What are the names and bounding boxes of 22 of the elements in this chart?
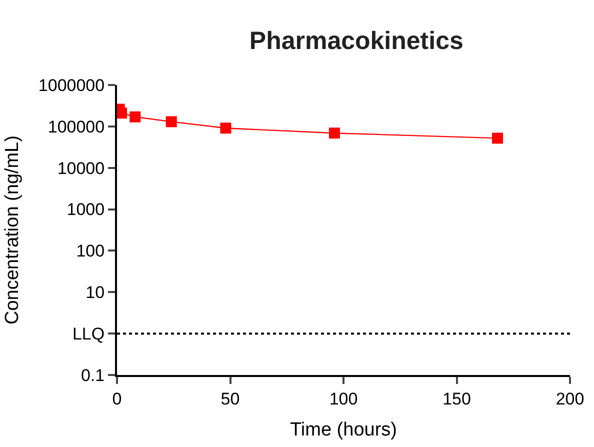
x-tick-label: 50 (220, 389, 240, 408)
y-tick-label: 1000 (66, 200, 105, 220)
x-tick-label: 200 (556, 389, 584, 408)
y-axis-title: Concentration (ng/mL) (2, 135, 23, 325)
y-tick-label: 100 (76, 242, 105, 261)
x-tick-label: 100 (329, 389, 358, 408)
y-tick-label: 0.1 (80, 366, 105, 385)
chart-title: Pharmacokinetics (249, 26, 464, 55)
y-tick-label: 100000 (48, 117, 105, 136)
point (117, 108, 128, 119)
y-tick-label: 10 (86, 283, 105, 302)
point (220, 122, 232, 134)
x-tick-label: 0 (112, 389, 122, 408)
point (166, 116, 177, 128)
x-tick-label: 150 (442, 389, 471, 408)
point (492, 132, 504, 144)
point (328, 128, 340, 139)
y-tick-label: LLQ (72, 324, 105, 344)
y-tick-label: 1000000 (38, 76, 105, 95)
y-tick-label: 10000 (57, 158, 105, 178)
x-axis-title: Time (hours) (290, 420, 397, 441)
point (130, 111, 141, 122)
